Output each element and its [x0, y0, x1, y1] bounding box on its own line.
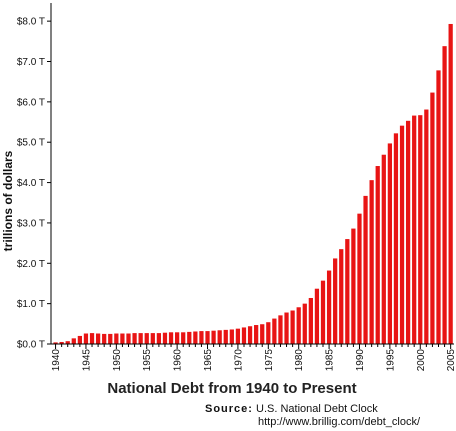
bar-1959 [168, 332, 174, 344]
bar-1944 [77, 335, 82, 344]
bar-1956 [150, 333, 155, 344]
source-name: U.S. National Debt Clock [256, 403, 378, 415]
bar-1984 [320, 280, 326, 344]
bar-1993 [375, 166, 380, 344]
bar-1971 [241, 327, 247, 344]
bar-1970 [235, 328, 241, 344]
bar-1954 [138, 333, 143, 344]
bar-1960 [175, 332, 180, 344]
y-tick-label: $5.0 T [17, 138, 45, 149]
bar-1953 [132, 333, 137, 344]
bar-1990 [357, 213, 362, 344]
bar-1997 [399, 125, 405, 344]
bar-2003 [436, 70, 441, 344]
bar-1980 [296, 307, 301, 344]
x-tick-label: 1950 [112, 349, 123, 372]
bar-1981 [302, 303, 307, 344]
y-axis-label: trillions of dollars [1, 150, 15, 251]
x-tick-label: 1990 [355, 349, 366, 372]
bar-1982 [308, 297, 313, 344]
x-tick-label: 2000 [416, 349, 427, 372]
bar-1961 [181, 332, 186, 344]
source-label: Source: [205, 403, 253, 415]
y-tick-label: $4.0 T [17, 178, 45, 189]
x-tick-label: 1960 [173, 349, 184, 372]
bar-1955 [144, 333, 149, 344]
y-tick-label: $6.0 T [17, 97, 45, 108]
bar-1995 [387, 143, 392, 344]
bar-2004 [442, 46, 447, 344]
bar-1988 [345, 239, 350, 344]
bar-1978 [284, 312, 289, 344]
bar-2000 [418, 115, 423, 345]
bar-1941 [59, 341, 64, 344]
bar-1999 [412, 115, 417, 344]
bar-1985 [326, 270, 332, 344]
y-tick-label: $7.0 T [17, 57, 45, 68]
bar-2001 [424, 109, 429, 344]
bar-1968 [223, 329, 228, 345]
source-block: Source: U.S. National Debt Clock http://… [205, 403, 420, 429]
bar-1967 [217, 330, 222, 344]
bar-1940 [53, 342, 58, 344]
bar-2002 [430, 92, 435, 344]
bar-1992 [369, 180, 374, 344]
x-tick-label: 2005 [446, 349, 456, 372]
bar-1962 [187, 331, 192, 344]
bar-1949 [108, 333, 113, 344]
bar-1957 [156, 333, 162, 344]
bar-1975 [266, 322, 271, 344]
bar-1958 [162, 332, 168, 344]
y-tick-label: $3.0 T [17, 218, 45, 229]
bar-1946 [89, 333, 95, 344]
y-tick-label: $0.0 T [17, 340, 45, 351]
bar-1950 [114, 333, 119, 344]
bar-1973 [254, 325, 259, 344]
bar-1943 [71, 338, 76, 344]
bar-1976 [272, 318, 277, 344]
x-tick-label: 1975 [264, 349, 275, 372]
x-tick-label: 1995 [385, 349, 396, 372]
bar-1991 [363, 195, 368, 344]
x-tick-label: 1965 [203, 349, 214, 372]
bar-1948 [102, 333, 107, 344]
bar-1996 [393, 133, 399, 344]
bar-1951 [120, 333, 125, 344]
x-tick-label: 1945 [81, 349, 92, 372]
bar-1964 [199, 331, 204, 344]
bar-1972 [247, 326, 253, 344]
bar-1963 [193, 331, 198, 344]
source-url: http://www.brillig.com/debt_clock/ [258, 416, 421, 428]
bars-group [53, 23, 453, 345]
x-tick-label: 1970 [233, 349, 244, 372]
bar-2005 [448, 23, 453, 344]
bar-1998 [405, 120, 411, 344]
bar-1989 [351, 228, 356, 344]
bar-1987 [339, 249, 344, 344]
y-tick-label: $1.0 T [17, 299, 45, 310]
bar-1965 [205, 331, 210, 344]
y-tick-label: $2.0 T [17, 259, 45, 270]
bar-1942 [65, 341, 70, 344]
bar-1969 [229, 329, 234, 344]
x-tick-label: 1955 [142, 349, 153, 372]
bar-1947 [95, 333, 101, 344]
x-tick-label: 1940 [51, 349, 62, 372]
x-tick-label: 1985 [325, 349, 336, 372]
bar-1983 [314, 288, 320, 344]
bar-1952 [126, 333, 131, 344]
bar-1945 [83, 333, 89, 344]
bar-1994 [381, 154, 386, 344]
bar-1979 [290, 310, 295, 344]
bar-1974 [260, 324, 265, 344]
x-tick-label: 1980 [294, 349, 305, 372]
axes-group: $0.0 T $1.0 T $2.0 T $3.0 T $4.0 T $5.0 T $6.0… [17, 3, 456, 371]
y-tick-label: $8.0 T [17, 17, 45, 28]
chart-title: National Debt from 1940 to Present [107, 380, 356, 397]
bar-1966 [211, 330, 216, 344]
bar-1977 [278, 315, 283, 344]
bar-1986 [333, 258, 338, 344]
